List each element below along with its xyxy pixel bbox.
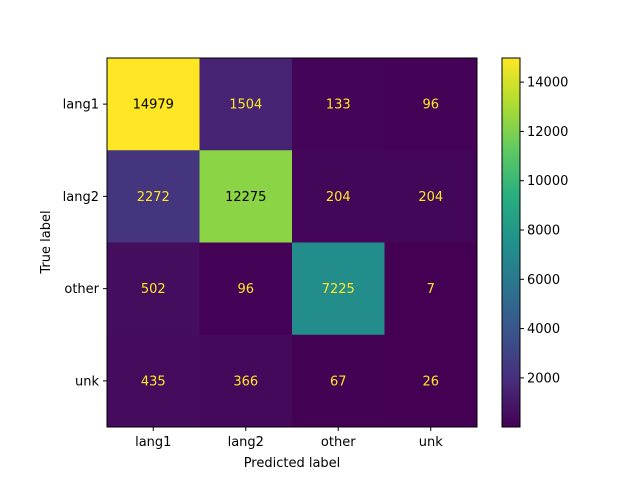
heatmap-cell-unk-other [292, 334, 385, 428]
heatmap-cell-unk-lang2 [199, 334, 293, 428]
cell-value-lang2-lang1: 2272 [137, 190, 170, 205]
heatmap-cell-other-lang1 [107, 242, 200, 336]
cell-value-lang1-lang1: 14979 [133, 98, 174, 113]
colorbar-tick-label-4000: 4000 [527, 322, 560, 337]
colorbar [501, 57, 521, 428]
cell-value-unk-unk: 26 [422, 374, 439, 389]
cell-value-unk-other: 67 [330, 374, 347, 389]
heatmap-cell-lang1-lang2 [199, 58, 293, 151]
cell-value-other-lang1: 502 [141, 282, 166, 297]
heatmap-cell-lang1-other [292, 58, 385, 151]
cell-value-other-unk: 7 [427, 282, 435, 297]
x-tick-label-lang2: lang2 [228, 435, 264, 450]
cell-value-other-other: 7225 [322, 282, 355, 297]
heatmap-cell-unk-unk [384, 334, 478, 428]
y-tick-label-lang2: lang2 [63, 190, 99, 205]
cell-value-unk-lang2: 366 [233, 374, 258, 389]
heatmap-cells [107, 58, 478, 428]
colorbar-tick-label-8000: 8000 [527, 224, 560, 239]
y-tick-label-lang1: lang1 [63, 98, 99, 113]
colorbar-tick-label-14000: 14000 [527, 76, 568, 91]
y-tick-label-other: other [64, 282, 99, 297]
cell-value-lang2-unk: 204 [418, 190, 443, 205]
cell-value-lang2-lang2: 12275 [225, 190, 266, 205]
heatmap-cell-lang2-unk [384, 150, 478, 243]
heatmap-cell-unk-lang1 [107, 334, 200, 428]
cell-value-lang1-lang2: 1504 [229, 98, 262, 113]
cell-value-other-lang2: 96 [237, 282, 254, 297]
colorbar-ticks: 2000 4000 6000 8000 10000 12000 14000 [520, 76, 568, 386]
y-axis-label: True label [39, 210, 54, 274]
heatmap-cell-other-unk [384, 242, 478, 336]
colorbar-tick-label-6000: 6000 [527, 273, 560, 288]
cell-value-unk-lang1: 435 [141, 374, 166, 389]
heatmap-cell-other-other [292, 242, 385, 336]
axes: lang1 lang2 other unk lang1 lang2 other unk [63, 98, 444, 450]
colorbar-tick-label-12000: 12000 [527, 125, 568, 140]
x-tick-label-other: other [321, 435, 356, 450]
colorbar-tick-label-2000: 2000 [527, 371, 560, 386]
cell-value-labels: 14979 1504 133 96 2272 12275 204 204 502 96 7225 7 4… [133, 98, 444, 390]
heatmap-cell-lang2-lang2 [199, 150, 293, 243]
heatmap-cell-lang1-unk [384, 58, 478, 151]
y-tick-label-unk: unk [75, 374, 99, 389]
heatmap-cell-other-lang2 [199, 242, 293, 336]
cell-value-lang1-other: 133 [326, 98, 351, 113]
cell-value-lang1-unk: 96 [422, 98, 439, 113]
colorbar-tick-label-10000: 10000 [527, 174, 568, 189]
x-tick-label-lang1: lang1 [135, 435, 171, 450]
plot-frame [106, 57, 478, 428]
heatmap-cell-lang1-lang1 [107, 58, 200, 151]
cell-value-lang2-other: 204 [326, 190, 351, 205]
x-tick-label-unk: unk [419, 435, 443, 450]
heatmap-cell-lang2-lang1 [107, 150, 200, 243]
x-axis-label: Predicted label [244, 456, 341, 471]
heatmap-cell-lang2-other [292, 150, 385, 243]
